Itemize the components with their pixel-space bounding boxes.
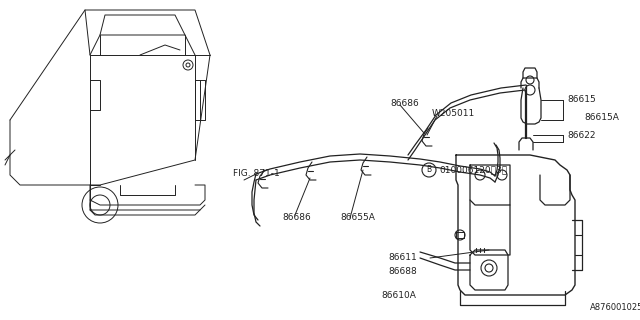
Text: 86615A: 86615A [584,114,619,123]
Text: 86622: 86622 [567,131,595,140]
Text: W205011: W205011 [432,109,476,118]
Text: 86610A: 86610A [381,291,416,300]
Text: 86611: 86611 [388,252,417,261]
Text: 010006120（3）: 010006120（3） [439,165,507,174]
Text: 86688: 86688 [388,268,417,276]
Text: A876001025: A876001025 [590,303,640,313]
Text: FIG. 871-1: FIG. 871-1 [233,170,280,179]
Text: 86686: 86686 [282,213,311,222]
Text: B: B [426,165,431,174]
Text: 86615: 86615 [567,95,596,105]
Text: 86655A: 86655A [340,213,375,222]
Text: 86686: 86686 [390,99,419,108]
